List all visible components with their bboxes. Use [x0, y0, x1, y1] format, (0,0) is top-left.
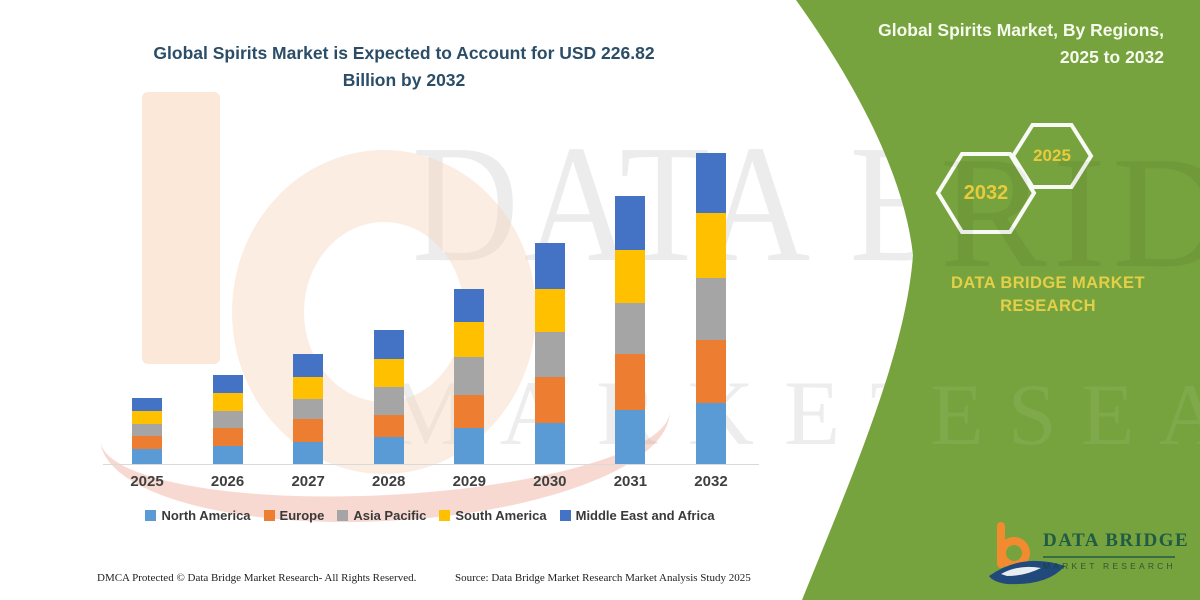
x-label-2029: 2029 — [452, 473, 486, 490]
bar-segment-2027-asia-pacific — [293, 399, 324, 420]
bar-segment-2026-south-america — [212, 393, 243, 411]
source-text: Source: Data Bridge Market Research Mark… — [455, 572, 751, 584]
bar-segment-2026-north-america — [212, 446, 243, 464]
bar-2025 — [132, 398, 162, 464]
brand-line2: RESEARCH — [1000, 297, 1096, 316]
bar-segment-2028-asia-pacific — [373, 387, 404, 416]
bar-segment-2031-asia-pacific — [615, 303, 646, 354]
bar-segment-2029-middle-east-and-africa — [454, 289, 485, 322]
bar-segment-2030-middle-east-and-africa — [534, 243, 565, 290]
legend-swatch-icon — [337, 510, 349, 521]
x-label-2032: 2032 — [694, 473, 728, 490]
bar-segment-2032-south-america — [695, 213, 726, 279]
data-bridge-logo-icon — [989, 522, 1065, 585]
bar-segment-2031-middle-east-and-africa — [615, 195, 646, 250]
bar-segment-2025-europe — [132, 435, 162, 449]
legend-item-europe: Europe — [263, 508, 325, 523]
bar-segment-2030-north-america — [534, 423, 565, 464]
bar-2030 — [534, 243, 565, 464]
bar-segment-2029-asia-pacific — [454, 357, 485, 395]
x-label-2025: 2025 — [130, 473, 164, 490]
logo-name-text: DATA BRIDGE — [1043, 530, 1190, 551]
bar-2031 — [615, 195, 646, 464]
panel-title: Global Spirits Market, By Regions, 2025 … — [784, 17, 1164, 71]
legend-item-north-america: North America — [145, 508, 251, 523]
bar-segment-2032-north-america — [695, 403, 726, 464]
dmca-copyright-text: DMCA Protected © Data Bridge Market Rese… — [97, 572, 417, 584]
bar-segment-2026-middle-east-and-africa — [212, 375, 243, 394]
x-label-2030: 2030 — [533, 473, 567, 490]
bar-segment-2029-north-america — [454, 427, 485, 464]
bar-2026 — [212, 375, 243, 464]
bar-segment-2027-north-america — [293, 442, 324, 464]
legend-label: Asia Pacific — [353, 508, 427, 523]
chart-title-line1: Global Spirits Market is Expected to Acc… — [153, 43, 655, 63]
bar-segment-2030-europe — [534, 376, 565, 424]
bar-segment-2032-asia-pacific — [695, 278, 726, 340]
bar-segment-2027-south-america — [293, 376, 324, 400]
hexagon-2032 — [935, 152, 1037, 234]
legend-label: South America — [455, 508, 547, 523]
bar-segment-2032-europe — [695, 339, 726, 403]
bar-segment-2028-south-america — [373, 359, 404, 388]
bar-segment-2031-north-america — [615, 409, 646, 464]
legend-label: Middle East and Africa — [575, 508, 715, 523]
hexagon-year-2032: 2032 — [963, 182, 1009, 204]
x-label-2026: 2026 — [210, 473, 245, 490]
x-label-2027: 2027 — [291, 473, 325, 490]
bar-segment-2029-europe — [454, 394, 485, 428]
x-label-2031: 2031 — [613, 473, 648, 490]
bar-2032 — [695, 153, 726, 464]
bar-segment-2028-middle-east-and-africa — [373, 330, 404, 360]
bar-segment-2025-middle-east-and-africa — [132, 398, 162, 411]
legend-swatch-icon — [263, 510, 275, 521]
bar-segment-2025-asia-pacific — [132, 423, 162, 436]
chart-title: Global Spirits Market is Expected to Acc… — [108, 40, 700, 94]
hexagon-2025 — [1010, 123, 1094, 189]
data-bridge-logo: DATA BRIDGE MARKET RESEARCH — [985, 520, 1195, 592]
legend-item-middle-east-and-africa: Middle East and Africa — [559, 508, 715, 523]
bar-segment-2028-europe — [373, 415, 404, 438]
bar-2027 — [293, 353, 324, 464]
panel-title-line2: 2025 to 2032 — [1059, 47, 1164, 68]
legend-swatch-icon — [145, 510, 157, 521]
chart-title-line2: Billion by 2032 — [342, 70, 466, 91]
bar-segment-2028-north-america — [373, 437, 404, 464]
legend-label: North America — [161, 508, 251, 523]
x-axis-line — [103, 464, 759, 465]
bar-2029 — [454, 289, 485, 464]
legend-item-asia-pacific: Asia Pacific — [337, 508, 426, 523]
logo-divider-rule — [1043, 556, 1175, 558]
bar-segment-2032-middle-east-and-africa — [695, 153, 726, 214]
bar-segment-2029-south-america — [454, 321, 485, 358]
hexagon-year-2025: 2025 — [1033, 146, 1071, 165]
legend-item-south-america: South America — [439, 508, 547, 523]
bar-segment-2026-europe — [212, 428, 243, 447]
watermark-logo-b-stem — [142, 92, 220, 364]
bar-segment-2027-europe — [293, 419, 324, 443]
bar-2028 — [373, 330, 404, 464]
bar-segment-2031-europe — [615, 353, 646, 410]
panel-title-line1: Global Spirits Market, By Regions, — [878, 20, 1164, 40]
logo-tagline-text: MARKET RESEARCH — [1043, 561, 1176, 571]
bar-segment-2030-asia-pacific — [534, 331, 565, 377]
hexagon-outlines — [935, 123, 1094, 234]
bar-segment-2027-middle-east-and-africa — [293, 353, 324, 377]
bar-segment-2030-south-america — [534, 289, 565, 332]
legend-swatch-icon — [439, 510, 451, 521]
bar-segment-2025-south-america — [132, 410, 162, 424]
chart-legend: North America Europe Asia Pacific South Ame… — [98, 508, 762, 523]
bar-segment-2025-north-america — [132, 448, 162, 464]
legend-swatch-icon — [559, 510, 571, 521]
bar-segment-2031-south-america — [615, 249, 646, 304]
brand-name-block: DATA BRIDGE MARKET RESEARCH — [928, 272, 1168, 318]
x-label-2028: 2028 — [372, 473, 406, 490]
legend-label: Europe — [279, 508, 325, 523]
brand-line1: DATA BRIDGE MARKET — [951, 274, 1145, 292]
bar-segment-2026-asia-pacific — [212, 410, 243, 429]
